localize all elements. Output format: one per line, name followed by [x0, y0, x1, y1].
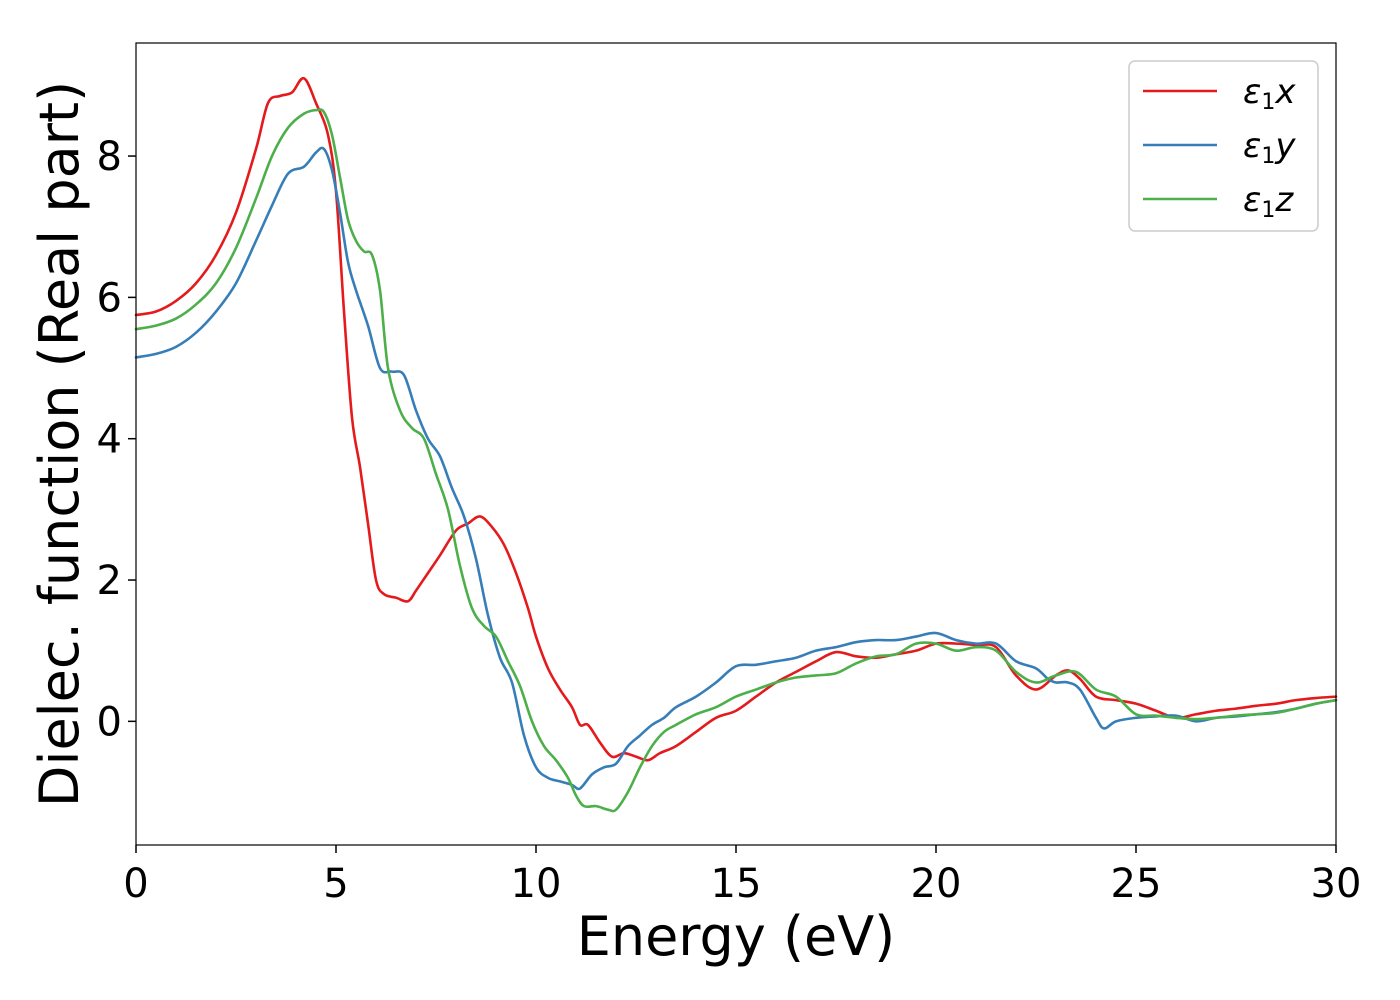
x-tick-label: 30 — [1311, 861, 1362, 907]
series-layer — [134, 77, 1338, 813]
y-axis-title: Dielec. function (Real part) — [28, 81, 91, 807]
y-tick-label: 0 — [97, 699, 122, 745]
y-axis-ticks: 0 2 4 6 8 — [97, 134, 136, 745]
x-tick-label: 20 — [911, 861, 962, 907]
x-tick-label: 0 — [123, 861, 148, 907]
legend: ε1x ε1y ε1z — [1128, 60, 1319, 232]
y-tick-label: 8 — [97, 134, 122, 180]
x-axis-ticks: 0 5 10 15 20 25 30 — [123, 845, 1361, 907]
legend-label-x: ε1x — [1243, 72, 1296, 115]
x-tick-label: 15 — [711, 861, 762, 907]
y-tick-label: 6 — [97, 275, 122, 321]
legend-label-y: ε1y — [1243, 126, 1296, 169]
y-tick-label: 4 — [97, 417, 122, 463]
series-line-z — [134, 108, 1338, 813]
series-line-y — [134, 146, 1338, 791]
legend-box — [1128, 60, 1319, 232]
x-tick-label: 10 — [511, 861, 562, 907]
x-tick-label: 5 — [323, 861, 348, 907]
legend-label-z: ε1z — [1243, 180, 1294, 223]
y-tick-label: 2 — [97, 558, 122, 604]
x-axis-title: Energy (eV) — [577, 905, 896, 968]
x-tick-label: 25 — [1111, 861, 1162, 907]
